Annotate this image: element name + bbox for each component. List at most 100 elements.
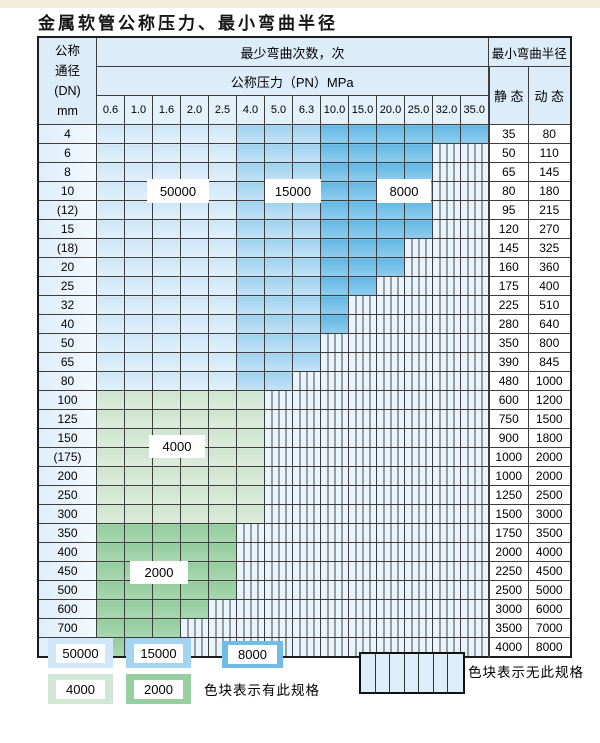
scan-edge-strip <box>0 0 600 8</box>
no-spec-cell <box>348 314 377 334</box>
dynamic-radius-value: 6000 <box>528 599 571 619</box>
spec-cell <box>236 428 265 448</box>
no-spec-cell <box>460 257 489 277</box>
dn-label: 150 <box>37 428 97 448</box>
no-spec-cell <box>376 599 405 619</box>
dn-label: 200 <box>37 466 97 486</box>
no-spec-cell <box>376 333 405 353</box>
no-spec-cell <box>460 333 489 353</box>
dynamic-radius-value: 2000 <box>528 466 571 486</box>
static-radius-value: 35 <box>487 124 529 144</box>
no-spec-cell <box>236 542 265 562</box>
no-spec-cell <box>376 295 405 315</box>
spec-cell <box>96 200 125 220</box>
spec-cell <box>96 580 125 600</box>
no-spec-cell <box>432 276 461 296</box>
spec-cell <box>180 295 209 315</box>
table-row: 15 120 270 <box>37 219 571 239</box>
no-spec-cell <box>320 390 349 410</box>
legend-swatch-15000: 15000 <box>126 638 191 668</box>
no-spec-cell <box>432 143 461 163</box>
no-spec-cell <box>348 542 377 562</box>
spec-cell <box>208 390 237 410</box>
spec-cell <box>152 257 181 277</box>
spec-cell <box>236 409 265 429</box>
static-radius-value: 3500 <box>487 618 529 638</box>
pn-value-header: 2.5 <box>208 95 237 125</box>
no-spec-cell <box>320 485 349 505</box>
spec-cell <box>124 238 153 258</box>
table-row: 300 1500 3000 <box>37 504 571 524</box>
spec-cell <box>124 428 153 448</box>
spec-cell <box>124 295 153 315</box>
table-row: 80 480 1000 <box>37 371 571 391</box>
table-row: 20 160 360 <box>37 257 571 277</box>
spec-cell <box>236 466 265 486</box>
no-spec-cell <box>320 371 349 391</box>
table-row: 100 600 1200 <box>37 390 571 410</box>
no-spec-cell <box>320 428 349 448</box>
spec-cell <box>292 333 321 353</box>
no-spec-cell <box>320 580 349 600</box>
spec-cell <box>460 124 489 144</box>
no-spec-cell <box>404 314 433 334</box>
no-spec-cell <box>376 523 405 543</box>
no-spec-cell <box>264 523 293 543</box>
spec-cell <box>236 219 265 239</box>
spec-cell <box>264 124 293 144</box>
table-row: 400 2000 4000 <box>37 542 571 562</box>
spec-cell <box>348 181 377 201</box>
dn-label: 500 <box>37 580 97 600</box>
spec-cell <box>152 219 181 239</box>
spec-cell <box>292 162 321 182</box>
spec-cell <box>96 466 125 486</box>
spec-cell <box>376 124 405 144</box>
spec-cell <box>236 238 265 258</box>
spec-cell <box>236 447 265 467</box>
no-spec-cell <box>460 428 489 448</box>
static-radius-value: 80 <box>487 181 529 201</box>
table-row: 250 1250 2500 <box>37 485 571 505</box>
no-spec-cell <box>460 447 489 467</box>
no-spec-cell <box>460 143 489 163</box>
no-spec-cell <box>376 504 405 524</box>
static-radius-value: 120 <box>487 219 529 239</box>
spec-cell <box>208 200 237 220</box>
no-spec-cell <box>376 618 405 638</box>
spec-cell <box>236 257 265 277</box>
spec-cell <box>292 314 321 334</box>
table-row: 700 3500 7000 <box>37 618 571 638</box>
spec-cell <box>180 466 209 486</box>
spec-cell <box>208 219 237 239</box>
no-spec-cell <box>460 618 489 638</box>
table-row: 8 65 145 <box>37 162 571 182</box>
spec-cell <box>96 561 125 581</box>
no-spec-cell <box>376 314 405 334</box>
spec-cell <box>124 276 153 296</box>
spec-cell <box>236 276 265 296</box>
spec-cell <box>376 143 405 163</box>
no-spec-cell <box>404 542 433 562</box>
spec-cell <box>264 238 293 258</box>
no-spec-cell <box>320 447 349 467</box>
dn-label: (12) <box>37 200 97 220</box>
spec-cell <box>96 523 125 543</box>
no-spec-cell <box>376 447 405 467</box>
dn-label: 4 <box>37 124 97 144</box>
spec-cell <box>124 485 153 505</box>
spec-cell <box>432 124 461 144</box>
no-spec-cell <box>460 599 489 619</box>
spec-cell <box>236 143 265 163</box>
spec-cell <box>152 371 181 391</box>
spec-cell <box>348 257 377 277</box>
spec-cell <box>208 162 237 182</box>
dn-label: 250 <box>37 485 97 505</box>
no-spec-cell <box>432 542 461 562</box>
no-spec-cell <box>432 371 461 391</box>
spec-cell <box>236 295 265 315</box>
dn-label: 300 <box>37 504 97 524</box>
no-spec-cell <box>460 466 489 486</box>
dynamic-radius-value: 270 <box>528 219 571 239</box>
no-spec-cell <box>404 485 433 505</box>
dn-label: 100 <box>37 390 97 410</box>
